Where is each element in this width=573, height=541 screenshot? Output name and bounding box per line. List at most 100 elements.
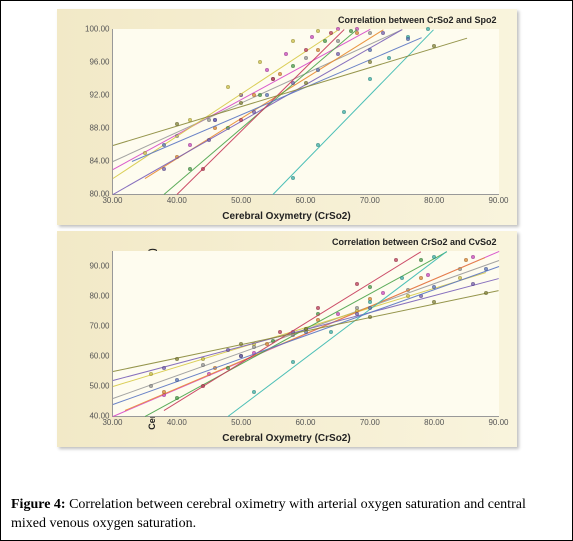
y-tick: 90.00 <box>89 262 112 271</box>
data-point <box>323 39 327 43</box>
data-point <box>432 44 436 48</box>
data-point <box>316 306 320 310</box>
x-tick: 60.00 <box>295 194 315 205</box>
regression-line <box>112 29 402 162</box>
data-point <box>342 110 346 114</box>
data-point <box>175 122 179 126</box>
x-tick: 70.00 <box>360 194 380 205</box>
data-point <box>316 143 320 147</box>
caption-text: Correlation between cerebral oximetry wi… <box>11 497 526 531</box>
x-tick: 50.00 <box>231 194 251 205</box>
regression-line <box>132 37 422 162</box>
data-point <box>175 378 179 382</box>
regression-line <box>228 251 447 417</box>
data-point <box>291 39 295 43</box>
regression-line <box>112 290 498 372</box>
x-tick: 60.00 <box>295 416 315 427</box>
data-point <box>304 81 308 85</box>
data-point <box>265 93 269 97</box>
data-point <box>419 276 423 280</box>
data-point <box>349 29 353 33</box>
regression-line <box>112 266 498 405</box>
x-tick: 40.00 <box>167 416 187 427</box>
data-point <box>188 143 192 147</box>
data-point <box>426 27 430 31</box>
data-point <box>213 118 217 122</box>
caption-label: Figure 4: <box>11 497 66 512</box>
data-point <box>175 396 179 400</box>
data-point <box>400 276 404 280</box>
data-point <box>355 282 359 286</box>
figure-caption: Figure 4: Correlation between cerebral o… <box>11 496 562 534</box>
data-point <box>368 315 372 319</box>
data-point <box>149 372 153 376</box>
x-tick: 30.00 <box>102 416 122 427</box>
data-point <box>162 167 166 171</box>
data-point <box>271 77 275 81</box>
y-tick: 70.00 <box>89 322 112 331</box>
x-tick: 90.00 <box>488 194 508 205</box>
data-point <box>329 31 333 35</box>
data-point <box>316 68 320 72</box>
data-point <box>426 273 430 277</box>
data-point <box>368 300 372 304</box>
data-point <box>368 306 372 310</box>
data-point <box>387 56 391 60</box>
data-point <box>368 31 372 35</box>
data-point <box>284 52 288 56</box>
y-tick: 88.00 <box>89 124 112 133</box>
x-tick: 70.00 <box>360 416 380 427</box>
data-point <box>464 258 468 262</box>
chart-title: Correlation between CrSo2 and CvSo2 <box>332 237 497 247</box>
data-point <box>239 118 243 122</box>
data-point <box>162 390 166 394</box>
data-point <box>484 291 488 295</box>
data-point <box>188 167 192 171</box>
data-point <box>291 64 295 68</box>
data-point <box>406 37 410 41</box>
figure-container: Correlation between CrSo2 and Spo2Arteri… <box>0 0 573 541</box>
data-point <box>258 60 262 64</box>
data-point <box>201 167 205 171</box>
charts-area: Correlation between CrSo2 and Spo2Arteri… <box>11 9 562 490</box>
data-point <box>304 48 308 52</box>
data-point <box>304 56 308 60</box>
data-point <box>201 384 205 388</box>
y-tick: 96.00 <box>89 58 112 67</box>
data-point <box>310 35 314 39</box>
x-tick: 90.00 <box>488 416 508 427</box>
y-tick: 50.00 <box>89 382 112 391</box>
data-point <box>471 282 475 286</box>
x-axis-label: Cerebral Oxymetry (CrSo2) <box>222 433 350 444</box>
x-tick: 40.00 <box>167 194 187 205</box>
x-tick: 30.00 <box>102 194 122 205</box>
data-point <box>207 138 211 142</box>
y-tick: 92.00 <box>89 91 112 100</box>
data-point <box>162 143 166 147</box>
regression-line <box>112 37 466 145</box>
data-point <box>381 291 385 295</box>
data-point <box>291 360 295 364</box>
x-tick: 80.00 <box>424 194 444 205</box>
data-point <box>207 118 211 122</box>
data-point <box>336 52 340 56</box>
chart-spo2: Correlation between CrSo2 and Spo2Arteri… <box>57 9 517 225</box>
chart-cvso2: Correlation between CrSo2 and CvSo2Centr… <box>57 231 517 447</box>
data-point <box>265 68 269 72</box>
x-tick: 80.00 <box>424 416 444 427</box>
y-tick: 60.00 <box>89 352 112 361</box>
data-point <box>258 93 262 97</box>
data-point <box>201 363 205 367</box>
data-point <box>484 267 488 271</box>
data-point <box>304 327 308 331</box>
x-axis-label: Cerebral Oxymetry (CrSo2) <box>222 211 350 222</box>
data-point <box>419 258 423 262</box>
x-tick: 50.00 <box>231 416 251 427</box>
data-point <box>368 77 372 81</box>
data-point <box>278 330 282 334</box>
data-point <box>368 48 372 52</box>
data-point <box>471 255 475 259</box>
plot-area: 40.0050.0060.0070.0080.0090.0030.0040.00… <box>112 251 499 417</box>
data-point <box>368 285 372 289</box>
data-point <box>175 357 179 361</box>
